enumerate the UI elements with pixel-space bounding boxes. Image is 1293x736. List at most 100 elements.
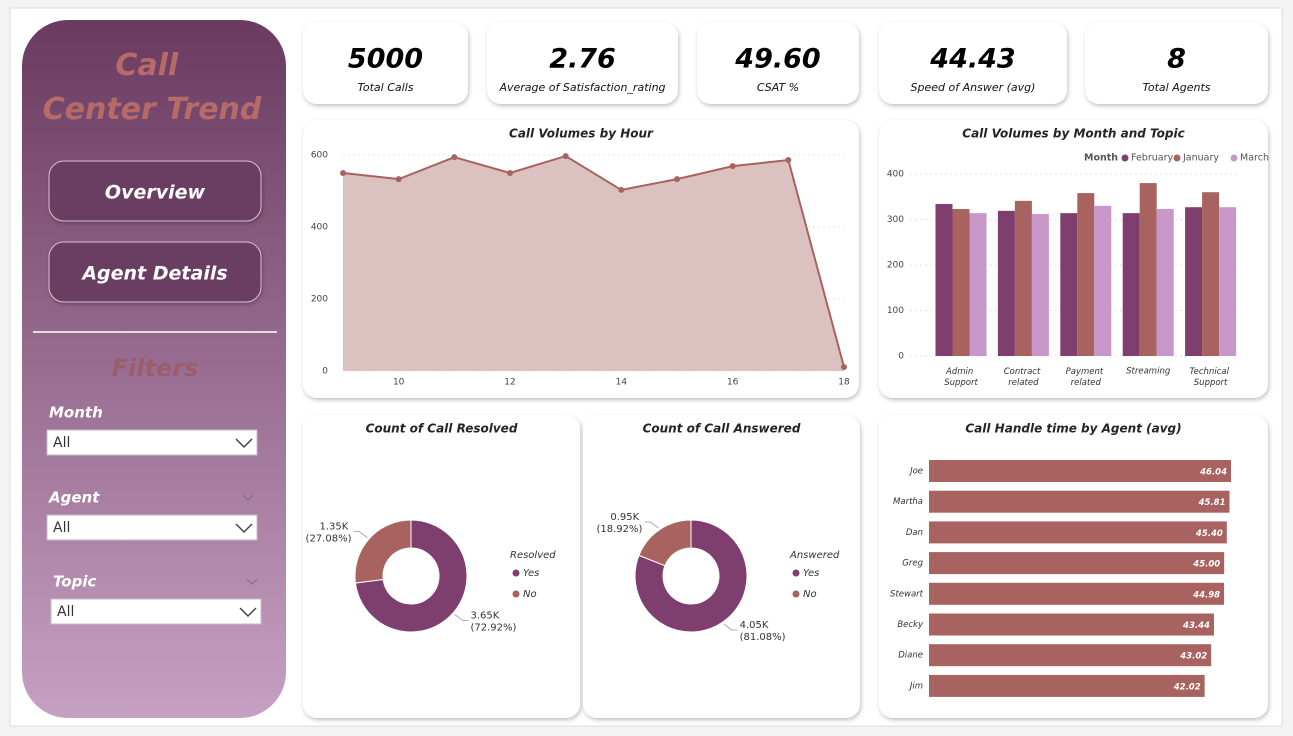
nav-button[interactable] — [48, 241, 262, 303]
data-label: 1.35K (27.08%) — [306, 522, 352, 545]
x-tick-label: 18 — [838, 378, 850, 388]
filter-collapse — [246, 578, 258, 585]
kpi-label: CSAT % — [757, 81, 799, 94]
data-label: 45.81 — [1198, 498, 1226, 508]
data-point — [841, 364, 847, 371]
legend-title: Answered — [789, 550, 840, 561]
y-tick-label: Stewart — [890, 589, 924, 599]
nav-button-label[interactable]: Agent Details — [80, 263, 227, 285]
bar — [1219, 207, 1237, 356]
data-point — [451, 154, 458, 161]
data-point — [785, 157, 792, 164]
y-tick-label: 200 — [887, 261, 904, 271]
filter-value[interactable]: All — [53, 520, 70, 536]
filter-label: Topic — [53, 573, 96, 591]
kpi-value: 5000 — [348, 44, 423, 75]
data-point — [340, 170, 346, 176]
legend-label: Yes — [523, 568, 539, 579]
data-point — [562, 153, 569, 160]
legend-label: January — [1182, 153, 1219, 164]
kpi-card — [303, 22, 468, 104]
legend-title: Resolved — [510, 550, 556, 561]
data-point — [674, 176, 680, 183]
filter-collapse — [242, 494, 254, 501]
bar — [929, 490, 1230, 513]
nav-button-label[interactable]: Overview — [105, 182, 206, 204]
kpi-label: Speed of Answer (avg) — [911, 81, 1036, 94]
y-tick-label: 600 — [311, 151, 328, 161]
y-tick-label: 400 — [887, 170, 904, 180]
data-label: 44.98 — [1192, 590, 1220, 600]
bar — [1094, 205, 1112, 356]
chart-title: Count of Call Resolved — [366, 422, 518, 436]
dropdown-chevron — [235, 438, 253, 449]
data-point — [395, 176, 402, 183]
bar — [1185, 207, 1203, 356]
x-tick-label: Technical Support — [1190, 367, 1232, 388]
leader-line — [723, 623, 738, 631]
bar — [929, 521, 1227, 544]
x-tick-label: Contract related — [1004, 367, 1043, 388]
data-label: 43.02 — [1179, 652, 1207, 662]
y-tick-label: 400 — [311, 223, 328, 233]
chart-title: Count of Call Answered — [643, 422, 801, 436]
bar — [929, 674, 1205, 697]
kpi-value: 8 — [1167, 44, 1186, 75]
y-tick-label: Becky — [897, 620, 924, 630]
x-tick-label: Admin Support — [944, 367, 978, 388]
y-tick-label: 200 — [311, 295, 328, 305]
kpi-label: Total Agents — [1143, 81, 1211, 94]
data-label: 4.05K (81.08%) — [740, 620, 786, 643]
data-label: 46.04 — [1199, 468, 1227, 478]
legend-marker — [512, 569, 520, 577]
kpi-card — [1085, 22, 1268, 104]
dropdown-chevron — [239, 607, 257, 618]
kpi-label: Average of Satisfaction_rating — [498, 81, 665, 94]
y-tick-label: Greg — [902, 559, 923, 569]
filter-value[interactable]: All — [57, 604, 74, 620]
bar — [929, 460, 1231, 482]
donut-slice — [354, 519, 412, 584]
y-tick-label: 100 — [887, 306, 904, 316]
filter-dropdown[interactable] — [46, 514, 258, 541]
data-point — [507, 170, 513, 176]
bar — [1139, 183, 1157, 356]
chart-title: Call Handle time by Agent (avg) — [965, 422, 1181, 436]
filter-dropdown[interactable] — [50, 598, 262, 625]
y-tick-label: Joe — [908, 467, 923, 477]
filters-title: Filters — [112, 354, 199, 382]
y-tick-label: Martha — [893, 497, 923, 507]
filter-label: Agent — [48, 489, 100, 507]
y-tick-label: 0 — [898, 352, 904, 362]
x-tick-label: 10 — [393, 378, 405, 388]
kpi-value: 44.43 — [929, 44, 1015, 75]
legend-label: February — [1131, 153, 1173, 164]
chart-title: Call Volumes by Month and Topic — [962, 127, 1184, 141]
bar — [1031, 214, 1049, 356]
y-tick-label: 300 — [887, 215, 904, 225]
kpi-value: 2.76 — [549, 44, 616, 75]
data-label: 42.02 — [1173, 682, 1201, 692]
data-label: 0.95K (18.92%) — [596, 512, 642, 535]
data-label: 43.44 — [1182, 621, 1210, 631]
leader-line — [454, 614, 469, 621]
y-tick-label: Diane — [898, 651, 923, 661]
y-tick-label: 0 — [322, 367, 328, 377]
nav-button[interactable] — [48, 160, 262, 222]
legend-marker — [1121, 154, 1129, 162]
legend-label: March — [1240, 153, 1269, 164]
leader-line — [644, 521, 659, 529]
legend-marker — [1173, 154, 1181, 162]
legend-marker — [792, 590, 800, 598]
bar — [1060, 213, 1078, 356]
y-tick-label: Dan — [906, 528, 923, 538]
kpi-label: Total Calls — [358, 81, 414, 94]
sidebar-title: Call Center Trend — [43, 48, 262, 127]
filter-dropdown[interactable] — [46, 429, 258, 456]
filter-label: Month — [49, 404, 103, 422]
filter-value[interactable]: All — [53, 435, 70, 451]
kpi-value: 49.60 — [734, 44, 820, 75]
area-line — [342, 154, 845, 368]
donut-slice — [634, 519, 748, 633]
